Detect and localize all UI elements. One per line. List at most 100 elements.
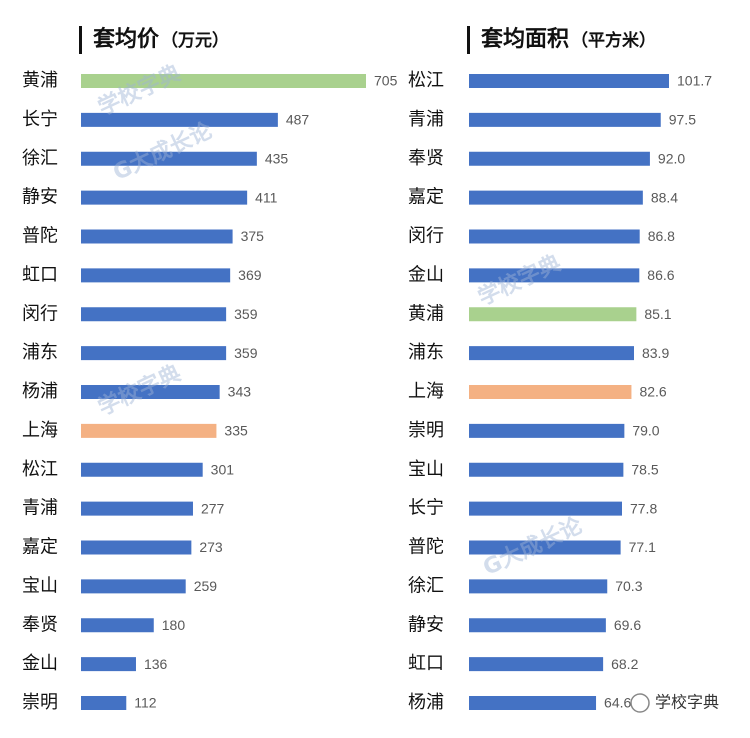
value-label: 259	[194, 578, 218, 594]
bar	[469, 501, 622, 516]
category-label: 青浦	[408, 109, 444, 130]
category-label: 金山	[408, 264, 444, 285]
bar	[469, 657, 604, 672]
category-label: 上海	[22, 420, 58, 441]
chart-unit: （平方米）	[571, 30, 656, 51]
category-label: 闵行	[22, 303, 58, 324]
value-label: 70.3	[615, 578, 642, 594]
bar	[469, 618, 606, 633]
title-marker	[467, 26, 470, 54]
bar	[469, 462, 624, 477]
value-label: 112	[134, 695, 157, 711]
chart-unit: （万元）	[161, 30, 229, 51]
value-label: 97.5	[669, 112, 696, 128]
value-label: 101.7	[677, 73, 712, 89]
category-label: 宝山	[408, 459, 444, 480]
category-label: 长宁	[22, 109, 58, 130]
bar	[81, 540, 192, 555]
value-label: 411	[255, 189, 278, 205]
value-label: 375	[241, 228, 265, 244]
value-label: 335	[224, 423, 248, 439]
value-label: 85.1	[644, 306, 671, 322]
bar	[469, 579, 608, 594]
value-label: 180	[162, 617, 186, 633]
category-label: 浦东	[408, 342, 444, 363]
category-label: 奉贤	[408, 148, 444, 169]
category-label: 静安	[22, 187, 58, 208]
category-label: 崇明	[22, 692, 58, 713]
category-label: 崇明	[408, 420, 444, 441]
value-label: 64.6	[604, 695, 631, 711]
category-label: 松江	[408, 70, 444, 91]
bar	[81, 696, 127, 710]
title-marker	[79, 26, 82, 54]
category-label: 杨浦	[22, 381, 58, 402]
bar	[469, 74, 669, 88]
value-label: 88.4	[651, 189, 678, 205]
value-label: 369	[238, 267, 262, 283]
category-label: 金山	[22, 653, 58, 674]
bar	[81, 190, 248, 205]
bar	[81, 268, 231, 283]
value-label: 92.0	[658, 150, 685, 166]
category-label: 嘉定	[22, 537, 58, 558]
value-label: 359	[234, 306, 258, 322]
category-label: 徐汇	[408, 575, 444, 596]
value-label: 301	[211, 461, 235, 477]
category-label: 嘉定	[408, 187, 444, 208]
bar	[81, 423, 217, 438]
bar	[81, 618, 154, 633]
bar	[469, 229, 640, 244]
bar	[81, 346, 227, 361]
category-label: 长宁	[408, 498, 444, 519]
value-label: 69.6	[614, 617, 641, 633]
value-label: 77.1	[629, 539, 656, 555]
category-label: 奉贤	[22, 614, 58, 635]
value-label: 82.6	[639, 384, 666, 400]
bar	[81, 657, 136, 672]
bar	[469, 346, 634, 361]
bar	[81, 307, 227, 322]
bar	[469, 540, 621, 555]
value-label: 487	[286, 112, 310, 128]
value-label: 136	[144, 656, 168, 672]
bar	[81, 229, 233, 244]
category-label: 宝山	[22, 575, 58, 596]
category-label: 杨浦	[408, 692, 444, 713]
category-label: 黄浦	[408, 303, 444, 324]
bar	[469, 151, 650, 166]
bar	[469, 112, 661, 127]
category-label: 上海	[408, 381, 444, 402]
value-label: 83.9	[642, 345, 669, 361]
category-label: 浦东	[22, 342, 58, 363]
value-label: 68.2	[611, 656, 638, 672]
value-label: 435	[265, 150, 289, 166]
bar	[81, 385, 220, 399]
value-label: 705	[374, 73, 398, 89]
value-label: 359	[234, 345, 258, 361]
bar	[469, 307, 637, 322]
value-label: 86.8	[648, 228, 675, 244]
bar	[81, 151, 257, 166]
value-label: 343	[228, 384, 252, 400]
bar	[81, 462, 203, 477]
footer-brand: 学校字典	[655, 693, 719, 712]
bar	[81, 74, 366, 88]
category-label: 闵行	[408, 226, 444, 247]
value-label: 273	[199, 539, 223, 555]
category-label: 徐汇	[22, 148, 58, 169]
bar	[469, 190, 643, 205]
value-label: 77.8	[630, 500, 657, 516]
category-label: 松江	[22, 459, 58, 480]
value-label: 79.0	[632, 423, 659, 439]
category-label: 虹口	[22, 264, 58, 285]
category-label: 普陀	[22, 226, 58, 247]
logo-icon	[630, 693, 650, 713]
bar	[81, 579, 186, 594]
bar	[81, 112, 278, 127]
bar	[469, 423, 625, 438]
category-label: 虹口	[408, 653, 444, 674]
value-label: 86.6	[647, 267, 674, 283]
value-label: 78.5	[631, 461, 658, 477]
chart-title: 套均价	[93, 26, 160, 52]
